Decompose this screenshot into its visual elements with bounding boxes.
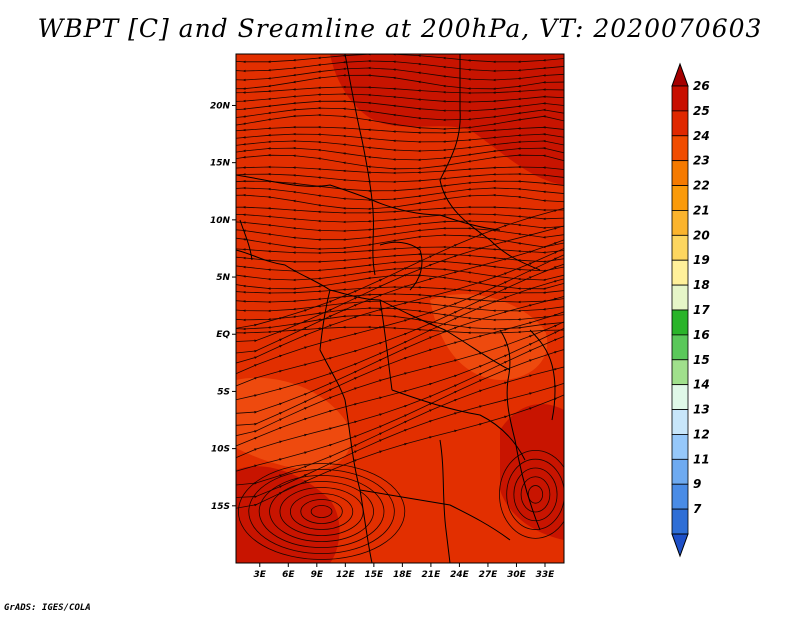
colorbar-segment: [671, 160, 689, 186]
lat-label: EQ: [216, 330, 230, 340]
colorbar-label: 25: [693, 104, 710, 118]
streamline: [236, 394, 564, 509]
streamline-vortex: [506, 458, 564, 530]
map-frame: [235, 53, 565, 564]
colorbar-segment: [671, 210, 689, 236]
colorbar-label: 7: [693, 502, 702, 516]
streamline: [236, 125, 564, 135]
streamline-vortex: [269, 481, 374, 542]
colorbar-segment: [671, 284, 689, 311]
colorbar-label: 9: [693, 477, 701, 491]
colorbar-label: 14: [693, 378, 710, 392]
colorbar-segment: [671, 409, 689, 435]
colorbar-segment: [671, 309, 689, 336]
colorbar-segment: [671, 259, 689, 286]
colorbar-label: 24: [693, 129, 710, 143]
streamlines: [236, 54, 564, 560]
lat-label: 20N: [210, 101, 231, 111]
streamline-vortex: [520, 476, 551, 513]
colorbar-label: 16: [693, 328, 710, 342]
colorbar-segment: [671, 434, 689, 460]
lat-label: 15S: [211, 502, 230, 512]
colorbar-label: 12: [693, 427, 710, 441]
streamline-vortex: [499, 449, 564, 539]
streamline-vortex: [289, 493, 354, 530]
lon-label: 9E: [311, 570, 324, 580]
lon-label: 15E: [365, 570, 385, 580]
colorbar-label: 13: [693, 403, 710, 417]
lat-label: 10N: [210, 216, 231, 226]
colorbar-segment: [671, 359, 689, 386]
streamline-vortex: [237, 463, 406, 560]
streamline-vortex: [310, 505, 333, 518]
lat-label: 10S: [211, 445, 230, 455]
streamline: [236, 92, 564, 104]
colorbar-segment: [671, 508, 689, 535]
colorbar-segment: [671, 458, 689, 485]
colorbar-segment: [671, 234, 689, 261]
colorbar-label: 20: [693, 228, 710, 242]
colorbar-segment: [671, 384, 689, 410]
lat-label: 5N: [216, 273, 230, 283]
colorbar-segment: [671, 334, 689, 361]
streamline-vortex: [513, 467, 558, 522]
map-title: WBPT [C] and Sreamline at 200hPa, VT: 20…: [37, 14, 763, 43]
lon-label: 27E: [479, 570, 499, 580]
longitude-axis: 3E 6E 9E 12E 15E 18E 21E 24E 27E 30E 33E: [254, 563, 556, 580]
lon-label: 33E: [536, 570, 556, 580]
lon-label: 6E: [282, 570, 295, 580]
colorbar-label: 18: [693, 278, 710, 292]
lon-label: 18E: [393, 570, 413, 580]
lon-label: 30E: [507, 570, 527, 580]
colorbar-segment: [671, 483, 689, 510]
streamline-vortex: [258, 475, 385, 548]
streamline-vortex: [527, 485, 544, 504]
streamline-vortex: [248, 469, 395, 554]
streamline: [236, 113, 564, 131]
country-borders: [236, 54, 556, 563]
latitude-axis: 20N 15N 10N 5N EQ 5S 10S 15S: [210, 101, 236, 512]
colorbar-label: 23: [693, 154, 710, 168]
colorbar-top-arrow: [671, 62, 689, 87]
colorbar-segment: [671, 135, 689, 162]
colorbar: 26 25 24 23 22 21 20 19 18 17 16 15 14 13 12 11 9 7: [671, 62, 710, 558]
colorbar-label: 11: [693, 452, 710, 466]
colorbar-label: 17: [693, 303, 710, 317]
colorbar-label: 19: [693, 253, 710, 267]
colorbar-label: 22: [693, 179, 710, 193]
lat-label: 5S: [217, 387, 230, 397]
colorbar-label: 21: [693, 203, 710, 217]
lon-label: 24E: [450, 570, 470, 580]
lon-label: 12E: [336, 570, 356, 580]
colorbar-label: 15: [693, 353, 710, 367]
colorbar-segment: [671, 185, 689, 211]
colorbar-segment: [671, 110, 689, 137]
colorbar-bottom-arrow: [671, 533, 689, 558]
lat-label: 15N: [210, 159, 231, 169]
grads-credit: GrADS: IGES/COLA: [4, 603, 91, 613]
lon-label: 3E: [254, 570, 267, 580]
colorbar-segment: [671, 85, 689, 112]
lon-label: 21E: [422, 570, 442, 580]
streamline: [236, 85, 564, 95]
colorbar-label: 26: [693, 79, 710, 93]
streamline-vortex: [300, 499, 343, 524]
